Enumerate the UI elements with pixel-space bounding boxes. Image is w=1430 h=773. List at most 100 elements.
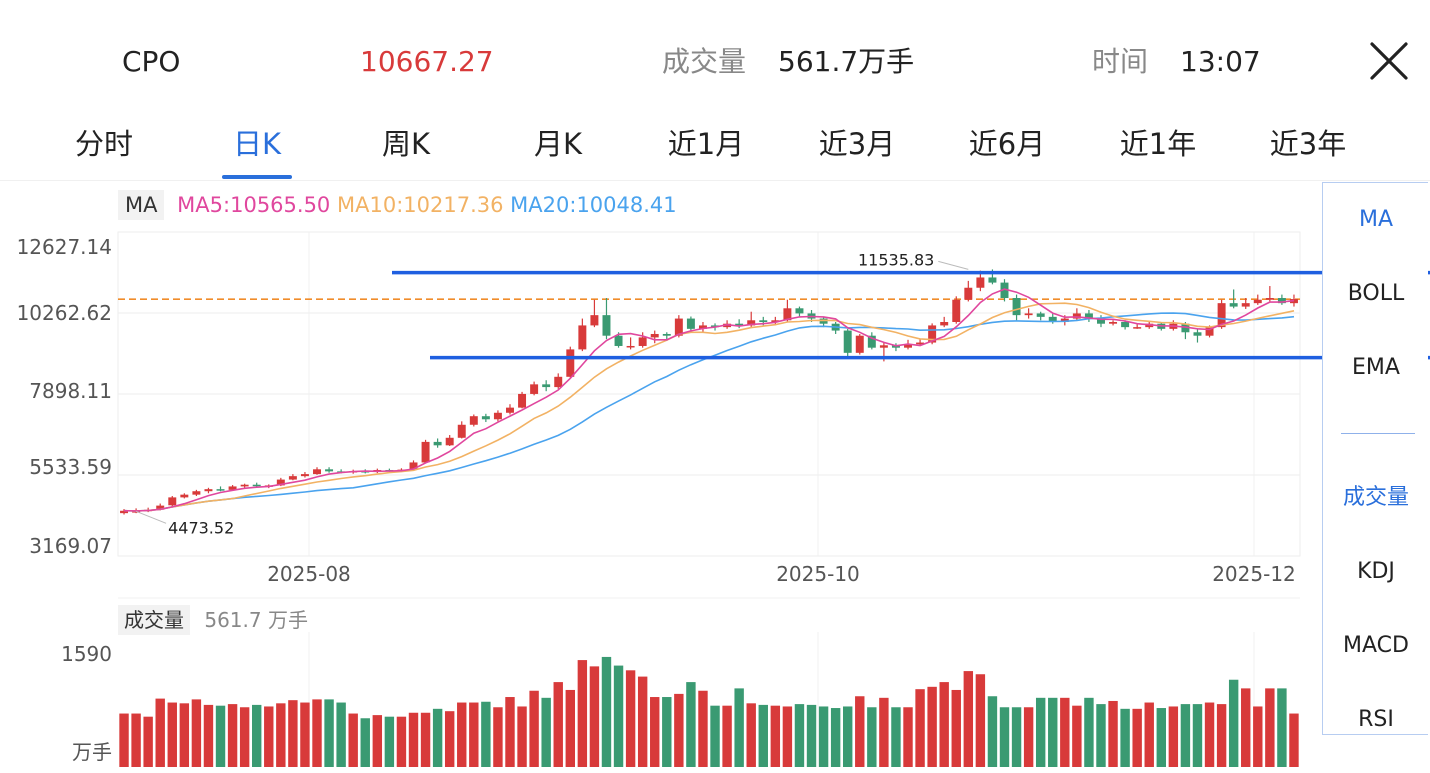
volume-bar (589, 666, 600, 767)
candle (1133, 327, 1142, 329)
indicator-rsi[interactable]: RSI (1358, 707, 1394, 732)
volume-bar (999, 707, 1010, 767)
tab-1-month[interactable]: 近1月 (667, 127, 745, 161)
volume-bar (481, 701, 491, 767)
candle (457, 424, 466, 438)
volume-bar (239, 707, 250, 767)
candle (1217, 303, 1226, 328)
candle (855, 335, 864, 353)
volume-bar (252, 704, 262, 767)
tab-3-years[interactable]: 近3年 (1269, 127, 1347, 161)
ma10-line (123, 302, 1295, 512)
volume-bar (420, 712, 431, 767)
volume-bar (1048, 697, 1058, 767)
close-icon[interactable] (1366, 38, 1412, 84)
volume-bar (1253, 706, 1263, 767)
volume-bar (179, 703, 190, 767)
tab-weekly-k[interactable]: 周K (381, 127, 431, 161)
volume-bar (348, 713, 358, 767)
symbol-label: CPO (122, 45, 181, 78)
candle (1000, 282, 1009, 299)
candle (325, 469, 334, 472)
volume-bar (553, 682, 563, 767)
candle (662, 333, 671, 336)
candle (698, 325, 707, 329)
volume-bar (444, 711, 455, 767)
volume-bar (794, 704, 805, 767)
volume-bar (432, 708, 443, 767)
volume-title: 成交量 (662, 45, 747, 78)
candle (1205, 327, 1214, 336)
tab-monthly-k[interactable]: 月K (533, 127, 583, 161)
candle (1253, 299, 1262, 304)
ma10-legend: MA10:10217.36 (336, 193, 504, 217)
volume-bar (457, 702, 467, 767)
volume-bar (625, 670, 636, 767)
tab-6-months[interactable]: 近6月 (968, 127, 1046, 161)
current-price: 10667.27 (360, 45, 494, 78)
volume-bar (324, 699, 334, 767)
volume-bar (806, 704, 817, 767)
volume-bar (1120, 708, 1130, 767)
tab-daily-k[interactable]: 日K (232, 127, 282, 161)
volume-bar (529, 690, 539, 767)
candle (1109, 321, 1118, 324)
candle (180, 494, 189, 498)
candle (554, 376, 563, 388)
indicator-ma[interactable]: MA (1358, 207, 1394, 232)
tab-3-months[interactable]: 近3月 (818, 127, 896, 161)
candle (1036, 313, 1045, 317)
volume-bar (1168, 706, 1179, 767)
volume-bar (577, 660, 588, 767)
volume-bar (469, 702, 479, 767)
candle (988, 277, 997, 283)
volume-bar (264, 706, 274, 767)
candle (1241, 303, 1250, 307)
volume-legend-tag: 成交量 (118, 605, 190, 635)
candle (228, 486, 237, 490)
candle (940, 321, 949, 326)
volume-bar (686, 682, 696, 767)
x-tick-label: 2025-08 (267, 562, 351, 586)
volume-bar (1035, 697, 1046, 767)
volume-bar (1011, 707, 1022, 767)
volume-bar (891, 707, 901, 767)
indicator-kdj[interactable]: KDJ (1357, 559, 1395, 584)
volume-bar (939, 682, 949, 767)
candle (795, 308, 804, 314)
y-tick-label: 5533.59 (29, 455, 112, 479)
candle (204, 489, 213, 492)
volume-bar (1228, 679, 1239, 767)
candle (964, 287, 973, 300)
candle (300, 474, 309, 477)
candle (1024, 313, 1033, 316)
period-tabs: 分时 日K 周K 月K 近1月 近3月 近6月 近1年 近3年 (0, 110, 1430, 181)
volume-bar (1204, 702, 1215, 767)
indicator-ema[interactable]: EMA (1352, 355, 1400, 380)
volume-axis-unit: 万手 (72, 740, 112, 764)
volume-bar (143, 716, 153, 767)
candle (1181, 323, 1190, 333)
volume-bar (1241, 688, 1251, 767)
candle (445, 437, 454, 446)
tab-1-year[interactable]: 近1年 (1119, 127, 1197, 161)
indicator-volume[interactable]: 成交量 (1342, 485, 1409, 510)
candle (469, 416, 478, 425)
candle (1277, 298, 1286, 304)
indicator-boll[interactable]: BOLL (1347, 281, 1405, 306)
indicator-macd[interactable]: MACD (1343, 633, 1409, 658)
candle (566, 349, 575, 377)
volume-bar (674, 693, 684, 767)
volume-bar (601, 656, 612, 767)
candle (216, 489, 225, 491)
tab-intraday[interactable]: 分时 (74, 127, 134, 161)
volume-bar (951, 689, 961, 767)
candle (1265, 298, 1274, 300)
candle (879, 345, 888, 348)
time-title: 时间 (1092, 45, 1149, 78)
volume-bar (215, 705, 226, 767)
volume-bar (1023, 707, 1034, 767)
candle (759, 320, 768, 322)
candle (1072, 313, 1081, 319)
